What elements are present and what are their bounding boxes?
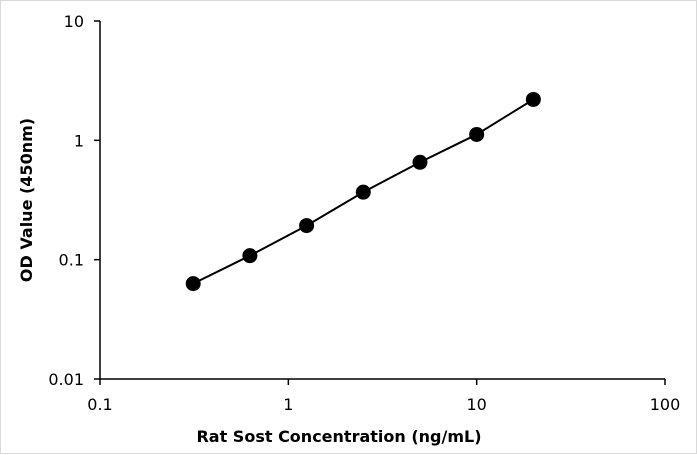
x-axis-title: Rat Sost Concentration (ng/mL) [196, 427, 481, 446]
y-ticks: 0.01 0.1 1 10 [48, 12, 100, 389]
data-point [412, 154, 428, 170]
y-tick-label: 0.01 [48, 370, 84, 389]
x-tick-label: 0.1 [87, 395, 112, 414]
y-tick-label: 10 [64, 12, 84, 31]
y-tick-label: 1 [74, 131, 84, 150]
data-point [185, 276, 201, 292]
y-tick-label: 0.1 [59, 251, 84, 270]
series-layer [185, 91, 541, 292]
x-ticks: 0.1 1 10 100 [87, 379, 680, 414]
x-tick-label: 10 [466, 395, 486, 414]
data-point [355, 184, 371, 200]
data-point [299, 218, 315, 234]
y-axis-title: OD Value (450nm) [17, 118, 36, 282]
data-point [525, 91, 541, 107]
x-tick-label: 100 [650, 395, 681, 414]
data-point [469, 126, 485, 142]
x-tick-label: 1 [283, 395, 293, 414]
data-point [242, 248, 258, 264]
